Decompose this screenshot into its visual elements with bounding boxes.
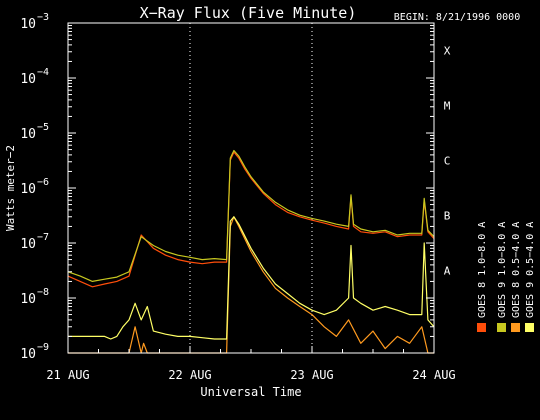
y-tick-label-base: 10	[20, 347, 36, 362]
x-tick-label: 22 AUG	[168, 368, 211, 382]
series-line	[68, 216, 435, 340]
y-axis-ticks: 10−910−810−710−610−510−410−3	[20, 12, 434, 362]
x-tick-label: 23 AUG	[290, 368, 333, 382]
x-tick-label: 21 AUG	[46, 368, 89, 382]
legend-swatch	[511, 323, 520, 332]
legend-entry: GOES 8 0.5−4.0 A	[511, 222, 522, 332]
y-tick-label-base: 10	[20, 72, 36, 87]
legend-entry: GOES 9 1.0−8.0 A	[497, 222, 508, 332]
y-tick-label-base: 10	[20, 292, 36, 307]
y-tick-label-exponent: −5	[37, 122, 49, 133]
flare-class-label: A	[444, 265, 451, 278]
y-tick-label-exponent: −8	[37, 287, 49, 298]
flare-class-labels: A B C M X	[444, 45, 451, 278]
flare-class-label: C	[444, 155, 451, 168]
y-axis-label: Watts meter−2	[4, 145, 17, 231]
legend-label: GOES 8 1.0−8.0 A	[477, 222, 488, 318]
y-tick-label-exponent: −9	[37, 342, 49, 353]
legend-entry: GOES 9 0.5−4.0 A	[525, 222, 536, 332]
legend-swatch	[525, 323, 534, 332]
flare-class-label: X	[444, 45, 451, 58]
flare-class-label: B	[444, 210, 451, 223]
flare-class-label: M	[444, 100, 451, 113]
x-axis-label: Universal Time	[200, 385, 301, 399]
legend-swatch	[497, 323, 506, 332]
legend-label: GOES 9 1.0−8.0 A	[497, 222, 508, 318]
legend-label: GOES 8 0.5−4.0 A	[511, 222, 522, 318]
legend-swatch	[477, 323, 486, 332]
legend-entry: GOES 8 1.0−8.0 A	[477, 222, 488, 332]
x-axis-ticks: 21 AUG 22 AUG 23 AUG 24 AUG	[46, 346, 456, 382]
y-tick-label-exponent: −7	[37, 232, 49, 243]
series-line	[67, 151, 435, 288]
legend-label: GOES 9 0.5−4.0 A	[525, 222, 536, 318]
begin-label: BEGIN: 8/21/1996 0000	[394, 12, 520, 23]
y-tick-label-exponent: −3	[37, 12, 49, 23]
y-tick-label-base: 10	[20, 127, 36, 142]
y-tick-label-base: 10	[20, 182, 36, 197]
y-tick-label-exponent: −6	[37, 177, 49, 188]
legend: GOES 8 1.0−8.0 A GOES 9 1.0−8.0 A GOES 8 0…	[477, 222, 536, 332]
series-line	[67, 149, 435, 282]
y-tick-label-exponent: −4	[37, 67, 49, 78]
y-tick-label-base: 10	[20, 237, 36, 252]
chart-title: X−Ray Flux (Five Minute)	[140, 4, 357, 22]
x-tick-label: 24 AUG	[412, 368, 455, 382]
y-tick-label-base: 10	[20, 17, 36, 32]
